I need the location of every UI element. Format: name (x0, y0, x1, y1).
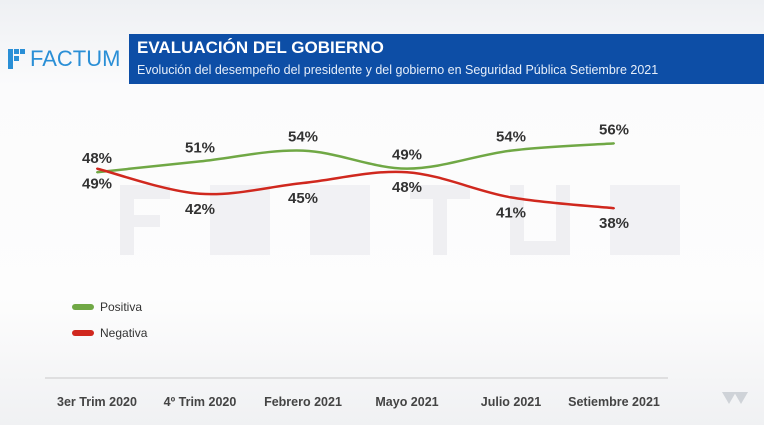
series-line-positiva (96, 142, 615, 174)
data-point (199, 192, 201, 195)
data-label: 38% (599, 215, 629, 232)
data-label: 54% (288, 129, 318, 146)
watermark-logo (120, 185, 680, 255)
data-label: 56% (599, 121, 629, 138)
header-banner: EVALUACIÓN DEL GOBIERNO Evolución del de… (129, 34, 764, 84)
factum-logo-icon (8, 49, 26, 69)
data-point (406, 167, 408, 170)
data-label: 49% (82, 176, 112, 193)
data-label: 49% (392, 147, 422, 164)
data-point (510, 196, 512, 199)
data-label: 48% (82, 150, 112, 167)
data-label: 48% (392, 179, 422, 196)
data-point (302, 182, 304, 184)
brand-name: FACTUM (30, 46, 121, 71)
data-point (302, 149, 304, 152)
legend-item-negativa: Negativa (72, 320, 147, 346)
x-tick-label: 3er Trim 2020 (57, 395, 137, 409)
data-label: 42% (185, 201, 215, 218)
series-line-negativa (96, 167, 615, 210)
data-point (96, 167, 98, 170)
legend-label: Positiva (100, 300, 143, 314)
data-label: 41% (496, 204, 526, 221)
data-point (613, 142, 615, 145)
legend-label: Negativa (100, 326, 148, 340)
data-label: 51% (185, 139, 215, 156)
data-point (96, 171, 98, 174)
x-tick-label: Setiembre 2021 (568, 395, 660, 409)
data-point (613, 207, 615, 210)
page-title: EVALUACIÓN DEL GOBIERNO (137, 38, 384, 57)
x-tick-label: Julio 2021 (481, 395, 541, 409)
factum-logo: FACTUM (8, 46, 120, 72)
data-point (199, 160, 201, 163)
legend: Positiva Negativa (72, 294, 147, 346)
x-tick-label: Febrero 2021 (264, 395, 342, 409)
legend-swatch (72, 330, 94, 336)
x-tick-label: 4º Trim 2020 (164, 395, 237, 409)
data-point (510, 149, 512, 152)
legend-item-positiva: Positiva (72, 294, 147, 320)
legend-swatch (72, 304, 94, 310)
data-label: 45% (288, 190, 318, 207)
channel-logo-icon (722, 392, 750, 404)
data-point (406, 171, 408, 174)
page-subtitle: Evolución del desempeño del presidente y… (137, 63, 659, 77)
x-tick-label: Mayo 2021 (375, 395, 438, 409)
data-label: 54% (496, 129, 526, 146)
